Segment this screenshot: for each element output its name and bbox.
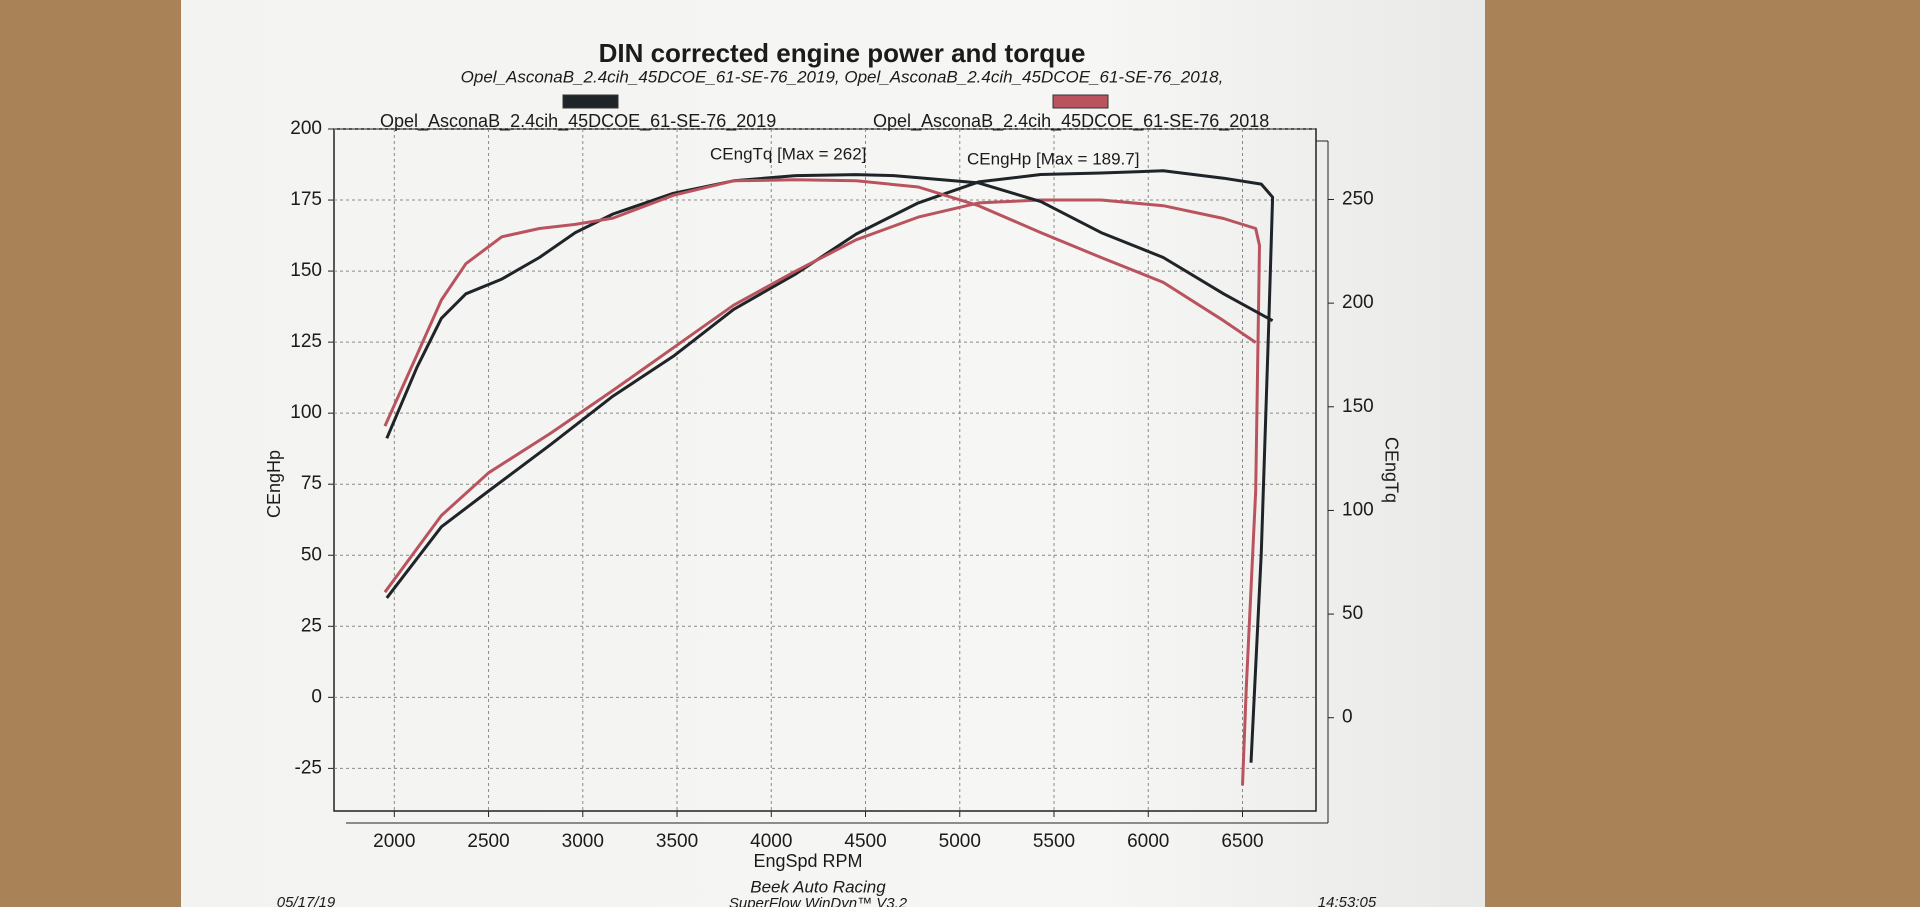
y-tick-label: 25 <box>301 615 322 636</box>
y2-tick-label: 200 <box>1342 292 1374 313</box>
series-line <box>383 178 1257 427</box>
footer-software: SuperFlow WinDyn™ V3.2 <box>729 895 908 907</box>
x-tick-label: 2500 <box>467 831 509 852</box>
y2-tick-label: 0 <box>1342 707 1353 728</box>
y-axis-label: CEngHp <box>264 450 284 518</box>
y-tick-label: 0 <box>311 686 322 707</box>
x-tick-label: 3500 <box>656 831 698 852</box>
x-axis-label: EngSpd RPM <box>753 851 862 871</box>
y-tick-label: 50 <box>301 544 322 565</box>
x-tick-label: 6500 <box>1221 831 1263 852</box>
y-tick-label: -25 <box>295 757 322 778</box>
y-tick-label: 75 <box>301 473 322 494</box>
footer-date: 05/17/19 <box>277 894 336 907</box>
y-tick-label: 175 <box>290 189 322 210</box>
paper <box>181 0 1485 907</box>
y2-tick-label: 250 <box>1342 188 1374 209</box>
legend-label: Opel_AsconaB_2.4cih_45DCOE_61-SE-76_2018 <box>873 111 1269 132</box>
plot-frame <box>333 128 1317 812</box>
x-tick-label: 4000 <box>750 831 792 852</box>
x-tick-label: 3000 <box>562 831 604 852</box>
y-tick-label: 125 <box>290 331 322 352</box>
y2-axis-label: CEngTq <box>1381 437 1401 503</box>
x-tick-label: 5000 <box>939 831 981 852</box>
chart-title: DIN corrected engine power and torque <box>599 38 1086 68</box>
chart-subtitle: Opel_AsconaB_2.4cih_45DCOE_61-SE-76_2019… <box>461 67 1224 86</box>
x-tick-label: 2000 <box>373 831 415 852</box>
legend-label: Opel_AsconaB_2.4cih_45DCOE_61-SE-76_2019 <box>380 111 776 132</box>
series-line <box>385 169 1275 763</box>
legend-swatch <box>562 94 619 109</box>
y-tick-label: 200 <box>290 118 322 139</box>
y2-tick-label: 50 <box>1342 603 1363 624</box>
legend-swatch <box>1052 94 1109 109</box>
y2-tick-label: 150 <box>1342 396 1374 417</box>
annotation: CEngHp [Max = 189.7] <box>967 149 1139 168</box>
footer-time: 14:53:05 <box>1318 894 1377 907</box>
x-tick-label: 6000 <box>1127 831 1169 852</box>
y-tick-label: 150 <box>290 260 322 281</box>
annotation: CEngTq [Max = 262] <box>710 144 866 163</box>
y2-tick-label: 100 <box>1342 499 1374 520</box>
footer-company: Beek Auto Racing <box>750 877 886 896</box>
x-tick-label: 5500 <box>1033 831 1075 852</box>
y-tick-label: 100 <box>290 402 322 423</box>
x-tick-label: 4500 <box>844 831 886 852</box>
series-line <box>383 198 1261 786</box>
